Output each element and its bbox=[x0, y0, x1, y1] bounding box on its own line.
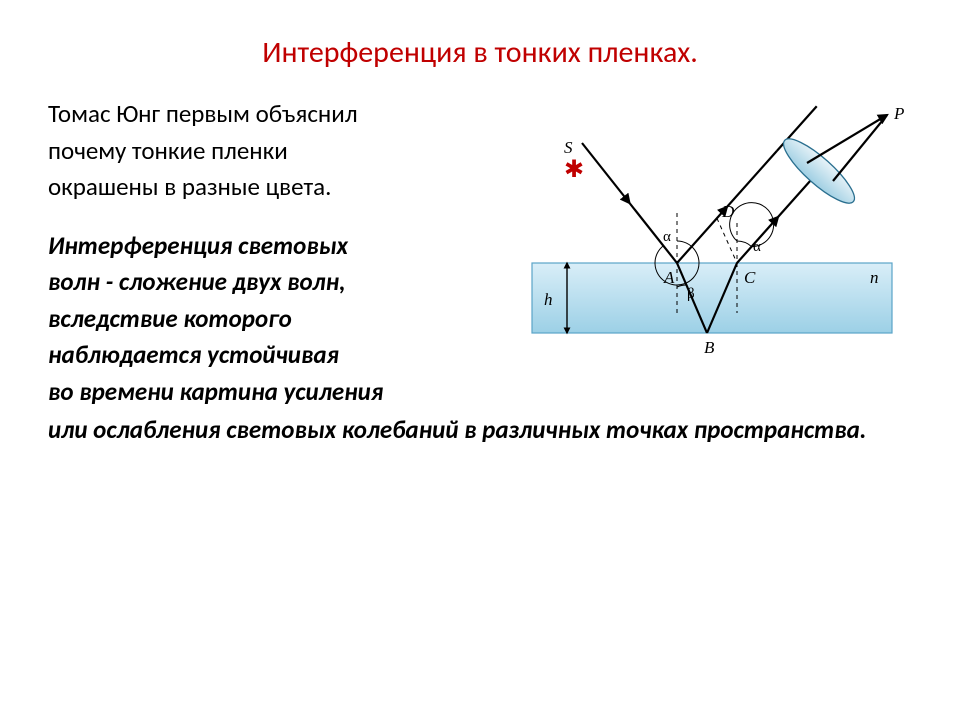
svg-text:D: D bbox=[721, 202, 735, 221]
def-line: наблюдается устойчивая bbox=[48, 338, 506, 373]
def-line: волн - сложение двух волн, bbox=[48, 265, 506, 300]
svg-text:S: S bbox=[564, 138, 573, 157]
svg-text:n: n bbox=[870, 268, 879, 287]
svg-text:β: β bbox=[687, 286, 695, 302]
intro-line: Томас Юнг первым объяснил bbox=[48, 97, 506, 132]
svg-text:P: P bbox=[893, 104, 904, 123]
intro-line: почему тонкие пленки bbox=[48, 134, 506, 169]
svg-text:C: C bbox=[744, 268, 756, 287]
text-column: Томас Юнг первым объяснил почему тонкие … bbox=[48, 97, 506, 411]
slide-title: Интерференция в тонких пленках. bbox=[48, 34, 912, 71]
svg-text:α: α bbox=[663, 229, 671, 245]
svg-text:✱: ✱ bbox=[564, 157, 584, 183]
svg-text:B: B bbox=[704, 338, 715, 357]
def-line: Интерференция световых bbox=[48, 229, 506, 264]
svg-text:α: α bbox=[753, 239, 761, 255]
def-line: или ослабления световых колебаний в разл… bbox=[48, 413, 912, 448]
intro-line: окрашены в разные цвета. bbox=[48, 170, 506, 205]
thin-film-diagram: S✱ P A B C Dh n α α β bbox=[512, 103, 912, 403]
def-line: вследствие которого bbox=[48, 302, 506, 337]
svg-text:h: h bbox=[544, 290, 553, 309]
svg-text:A: A bbox=[663, 268, 675, 287]
def-line: во времени картина усиления bbox=[48, 375, 506, 410]
diagram-column: S✱ P A B C Dh n α α β bbox=[512, 103, 912, 403]
